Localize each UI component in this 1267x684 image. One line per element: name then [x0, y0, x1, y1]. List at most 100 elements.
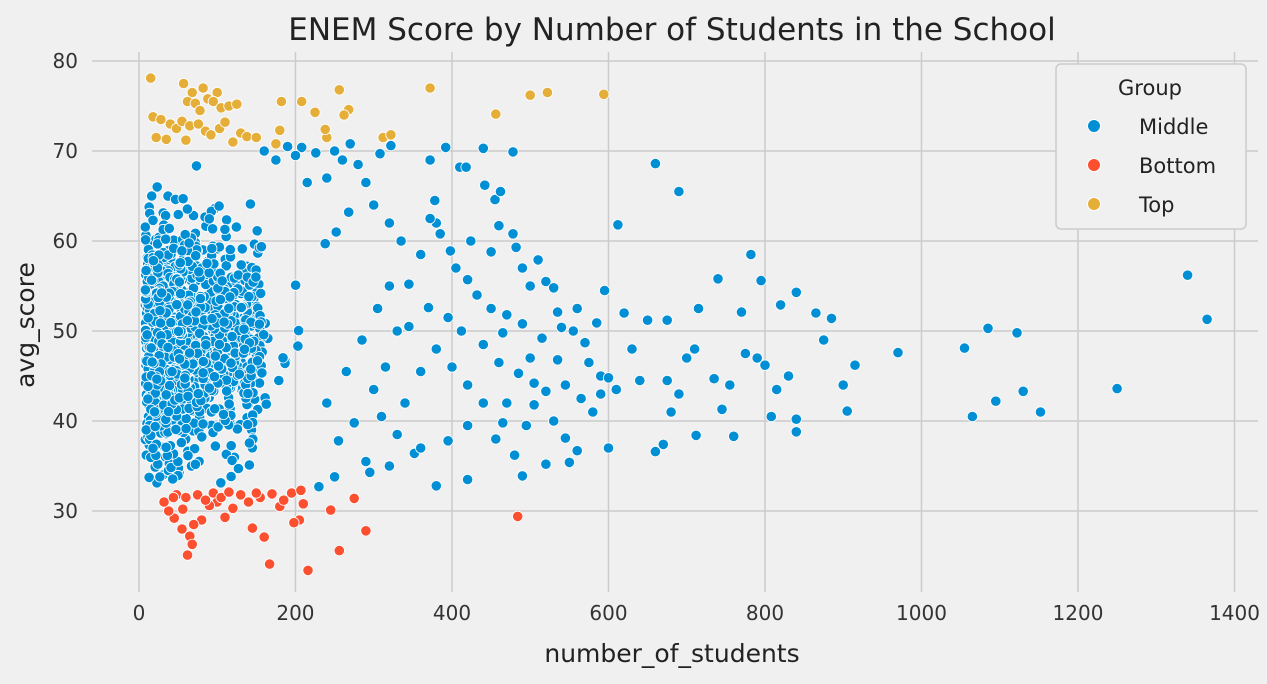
- data-point-middle: [174, 257, 186, 269]
- data-point-middle: [255, 287, 267, 299]
- data-point-middle: [641, 314, 654, 326]
- legend-item-bottom: Bottom: [1087, 154, 1216, 178]
- data-point-middle: [528, 399, 540, 411]
- data-point-middle: [277, 352, 289, 364]
- data-point-middle: [224, 244, 236, 256]
- data-point-middle: [790, 426, 802, 438]
- data-point-middle: [296, 141, 308, 153]
- data-point-middle: [551, 354, 564, 366]
- data-point-middle: [368, 199, 380, 211]
- data-point-middle: [149, 420, 161, 433]
- y-tick-label: 30: [53, 499, 78, 523]
- data-point-bottom: [333, 544, 345, 557]
- legend-label-middle: Middle: [1139, 115, 1208, 139]
- data-point-middle: [216, 275, 228, 287]
- data-point-middle: [1111, 382, 1123, 395]
- data-point-middle: [273, 374, 285, 387]
- data-point-middle: [173, 276, 185, 288]
- data-point-middle: [206, 242, 218, 255]
- data-point-bottom: [258, 531, 270, 543]
- data-point-middle: [395, 235, 407, 247]
- data-point-middle: [379, 361, 392, 373]
- data-point-middle: [224, 291, 236, 303]
- data-point-middle: [201, 257, 213, 269]
- data-point-middle: [217, 408, 230, 420]
- data-point-middle: [184, 347, 196, 359]
- data-point-middle: [142, 380, 154, 392]
- data-point-middle: [540, 385, 552, 397]
- data-point-middle: [251, 355, 264, 367]
- data-point-middle: [461, 274, 474, 286]
- data-point-middle: [493, 356, 505, 369]
- data-point-bottom: [158, 496, 170, 508]
- data-point-bottom: [288, 517, 300, 529]
- data-point-middle: [253, 377, 266, 389]
- data-point-middle: [226, 330, 238, 343]
- data-point-top: [160, 133, 172, 145]
- data-point-middle: [313, 481, 325, 493]
- data-point-top: [194, 104, 206, 117]
- data-point-top: [598, 88, 610, 100]
- data-point-middle: [165, 316, 177, 329]
- data-point-middle: [516, 262, 529, 274]
- data-point-bottom: [360, 525, 372, 537]
- data-point-middle: [1011, 327, 1023, 339]
- data-point-middle: [289, 149, 302, 162]
- data-point-bottom: [246, 522, 258, 534]
- data-point-middle: [461, 419, 474, 432]
- data-point-middle: [352, 158, 364, 171]
- data-point-bottom: [223, 486, 235, 498]
- data-point-middle: [147, 442, 159, 454]
- data-point-middle: [336, 154, 348, 166]
- data-point-middle: [364, 466, 376, 478]
- data-point-middle: [223, 302, 235, 314]
- data-point-top: [524, 89, 536, 101]
- data-point-middle: [471, 289, 483, 301]
- data-point-middle: [225, 357, 237, 369]
- data-point-middle: [321, 172, 333, 184]
- data-point-top: [385, 129, 397, 141]
- data-point-middle: [602, 372, 615, 384]
- data-point-top: [180, 134, 192, 146]
- data-point-middle: [360, 455, 372, 468]
- data-point-middle: [332, 435, 345, 447]
- data-point-middle: [203, 382, 215, 394]
- data-point-middle: [209, 403, 221, 415]
- data-point-middle: [194, 292, 206, 305]
- data-point-middle: [591, 317, 603, 329]
- y-tick-label: 40: [53, 409, 78, 433]
- chart-title: ENEM Score by Number of Students in the …: [288, 12, 1055, 48]
- data-point-middle: [575, 392, 587, 405]
- data-point-middle: [260, 398, 272, 410]
- data-point-middle: [190, 250, 202, 262]
- data-point-bottom: [242, 496, 255, 508]
- data-point-middle: [145, 342, 157, 354]
- data-point-middle: [151, 373, 163, 385]
- data-point-middle: [739, 347, 752, 360]
- data-point-middle: [1017, 385, 1029, 397]
- data-point-middle: [602, 442, 615, 454]
- data-point-middle: [197, 367, 209, 379]
- data-point-middle: [450, 262, 462, 274]
- data-point-middle: [559, 379, 572, 391]
- data-point-middle: [177, 193, 189, 205]
- data-point-middle: [460, 161, 472, 173]
- data-point-middle: [160, 210, 172, 222]
- data-point-bottom: [188, 518, 200, 531]
- data-point-middle: [146, 190, 158, 202]
- data-point-middle: [825, 312, 838, 324]
- data-point-middle: [610, 383, 622, 396]
- y-tick-label: 80: [53, 49, 78, 73]
- data-point-middle: [203, 267, 215, 279]
- data-point-middle: [692, 302, 705, 315]
- data-point-middle: [328, 145, 341, 157]
- data-point-middle: [424, 212, 436, 225]
- data-point-middle: [258, 145, 270, 157]
- data-point-middle: [208, 371, 220, 383]
- data-point-middle: [493, 220, 505, 232]
- data-point-bottom: [180, 491, 192, 504]
- data-point-middle: [244, 198, 256, 210]
- x-tick-label: 1000: [896, 601, 947, 625]
- data-point-middle: [243, 459, 255, 471]
- data-point-middle: [598, 284, 611, 297]
